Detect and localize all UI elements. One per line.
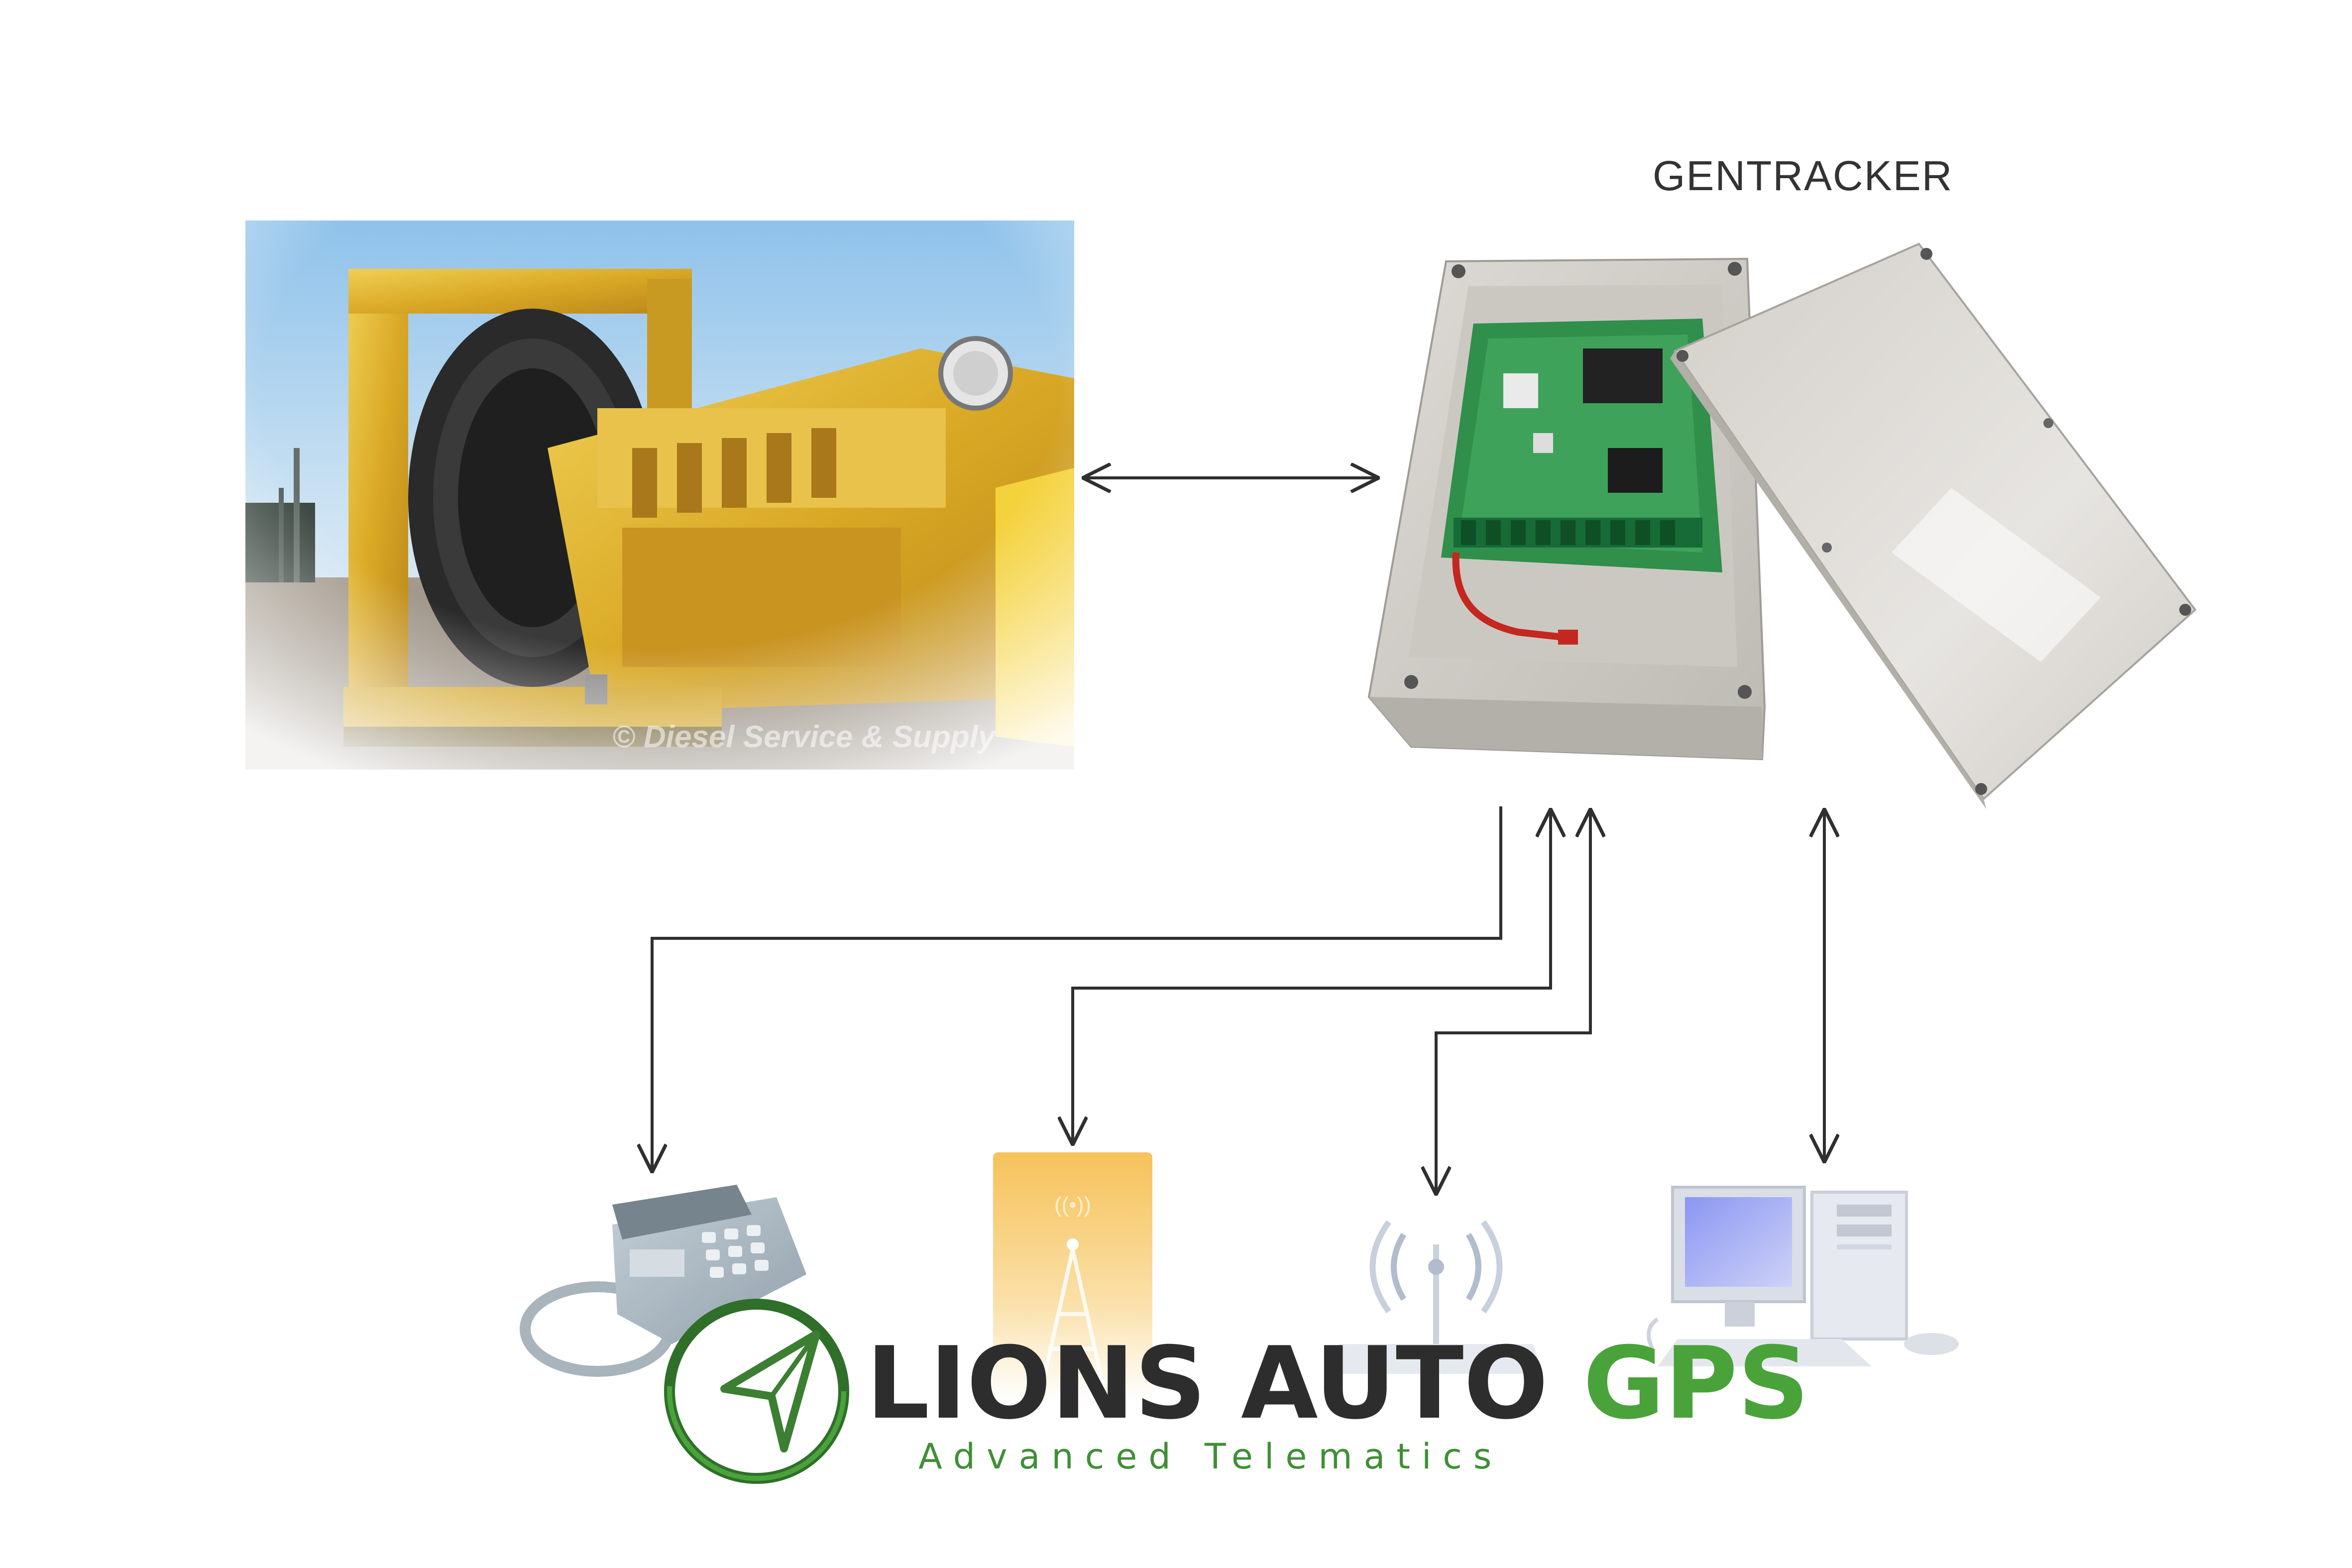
sms-tower-icon: ((•)) <box>993 1152 1152 1401</box>
computer-icon <box>1647 1186 1959 1366</box>
brand-name: LIONS AUTO GPS <box>866 1334 1809 1434</box>
photo-credit-watermark: © Diesel Service & Supply <box>612 720 996 754</box>
svg-text:((•)): ((•)) <box>1054 1193 1091 1217</box>
wireless-router-icon <box>1329 1220 1543 1374</box>
gentracker-label: GENTRACKER <box>1653 152 1953 199</box>
connection-arrows <box>652 478 1824 1195</box>
arrow-to-wireless <box>1436 809 1590 1195</box>
arrow-to-sms <box>1073 809 1551 1145</box>
telephone-icon <box>520 1185 806 1377</box>
gentracker-box <box>1367 257 1766 761</box>
generator-photo <box>245 221 1074 770</box>
brand-name-accent: GPS <box>1583 1326 1809 1442</box>
gentracker-lid <box>1670 242 2197 809</box>
brand-name-main: LIONS AUTO <box>866 1326 1583 1442</box>
brand-tagline: Advanced Telematics <box>918 1436 1503 1477</box>
lions-auto-gps-logo-mark <box>664 1299 849 1484</box>
